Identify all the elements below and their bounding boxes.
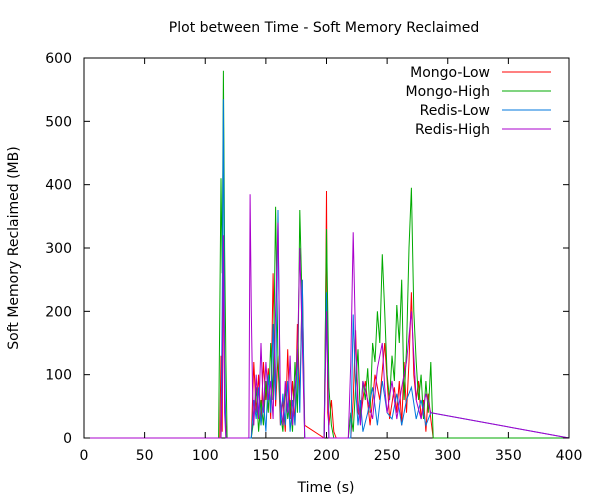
x-tick-label: 300 [434, 448, 461, 464]
legend-label-mongo-high: Mongo-High [406, 84, 490, 100]
y-tick-label: 0 [63, 431, 72, 447]
x-tick-label: 0 [80, 448, 89, 464]
x-axis-label: Time (s) [297, 480, 355, 496]
y-tick-label: 500 [45, 114, 72, 130]
y-axis-label: Soft Memory Reclaimed (MB) [6, 146, 22, 349]
y-tick-label: 400 [45, 178, 72, 194]
y-tick-label: 200 [45, 304, 72, 320]
series-layer [84, 70, 570, 439]
x-tick-label: 400 [556, 448, 583, 464]
chart-title: Plot between Time - Soft Memory Reclaime… [169, 20, 479, 36]
y-tick-label: 600 [45, 51, 72, 67]
x-tick-label: 250 [374, 448, 401, 464]
legend-label-redis-high: Redis-High [415, 122, 490, 138]
x-tick-label: 100 [192, 448, 219, 464]
legend-label-redis-low: Redis-Low [420, 103, 490, 119]
series-line-redis-high [84, 194, 570, 439]
legend: Mongo-Low Mongo-High Redis-Low Redis-High [406, 65, 551, 138]
x-tick-label: 150 [253, 448, 280, 464]
y-tick-label: 100 [45, 368, 72, 384]
x-tick-label: 200 [313, 448, 340, 464]
tick-layer: 0 50 100 150 200 250 300 350 400 0 100 200 300 400 500… [45, 51, 582, 464]
x-tick-label: 50 [136, 448, 154, 464]
legend-label-mongo-low: Mongo-Low [410, 65, 490, 81]
y-tick-label: 300 [45, 241, 72, 257]
series-line-mongo-high [84, 70, 569, 439]
x-tick-label: 350 [495, 448, 522, 464]
